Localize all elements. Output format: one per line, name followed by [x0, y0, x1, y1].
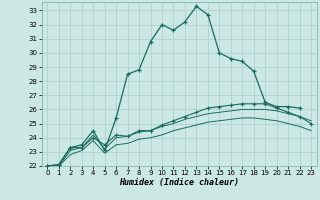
X-axis label: Humidex (Indice chaleur): Humidex (Indice chaleur)	[119, 178, 239, 187]
